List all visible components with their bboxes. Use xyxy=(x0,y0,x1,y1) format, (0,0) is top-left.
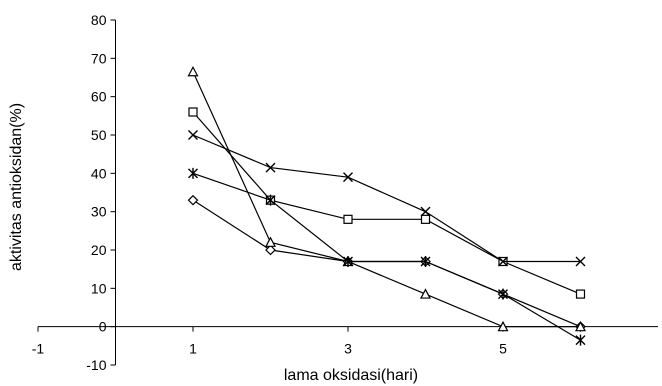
x-marker xyxy=(420,206,431,217)
axes: -10 0 10 20 30 40 50 60 70 80 -1 1 3 5 xyxy=(32,12,658,373)
square-marker xyxy=(343,214,353,224)
series-line xyxy=(192,111,581,295)
series-asterisk xyxy=(188,167,586,346)
x-marker xyxy=(343,172,353,183)
series-line xyxy=(192,134,581,263)
triangle-marker xyxy=(575,320,586,332)
square-marker xyxy=(188,107,198,117)
asterisk-marker xyxy=(420,256,431,267)
series-square xyxy=(188,107,586,299)
series-triangle xyxy=(187,65,586,332)
asterisk-marker xyxy=(498,288,508,300)
square-marker xyxy=(575,289,586,299)
x-tick-label: 5 xyxy=(499,341,507,357)
x-axis-title: lama oksidasi(hari) xyxy=(284,367,418,384)
series-x xyxy=(188,130,586,267)
y-tick-label: 20 xyxy=(91,242,107,258)
triangle-marker xyxy=(497,320,509,332)
triangle-marker xyxy=(265,236,276,247)
asterisk-marker xyxy=(575,334,586,346)
triangle-marker xyxy=(187,65,199,77)
y-tick-label: 50 xyxy=(91,127,107,143)
series-line xyxy=(192,71,581,328)
series-line xyxy=(192,172,581,341)
y-tick-label: 10 xyxy=(91,280,107,296)
asterisk-marker xyxy=(188,167,198,179)
y-tick-label: 70 xyxy=(91,50,107,66)
x-tick-label: 3 xyxy=(344,341,352,357)
y-tick-label: 30 xyxy=(91,204,107,220)
y-tick-label: 80 xyxy=(91,12,107,28)
x-tick-label: 1 xyxy=(189,341,197,357)
x-marker xyxy=(188,130,198,140)
x-marker xyxy=(498,256,508,267)
y-tick-label: 60 xyxy=(91,89,107,105)
diamond-marker xyxy=(265,244,276,256)
y-axis-title: aktivitas antioksidan(%) xyxy=(8,103,25,271)
y-tick-label: 0 xyxy=(99,319,107,335)
series-layer xyxy=(187,65,586,346)
x-marker xyxy=(265,162,276,173)
y-tick-label: 40 xyxy=(91,165,107,181)
square-marker xyxy=(420,214,431,224)
x-marker xyxy=(575,256,586,267)
triangle-marker xyxy=(420,288,431,299)
y-tick-label: -10 xyxy=(86,357,106,373)
x-tick-label: -1 xyxy=(32,341,45,357)
diamond-marker xyxy=(187,194,199,206)
series-diamond xyxy=(187,194,586,333)
asterisk-marker xyxy=(343,256,353,267)
asterisk-marker xyxy=(265,194,276,206)
